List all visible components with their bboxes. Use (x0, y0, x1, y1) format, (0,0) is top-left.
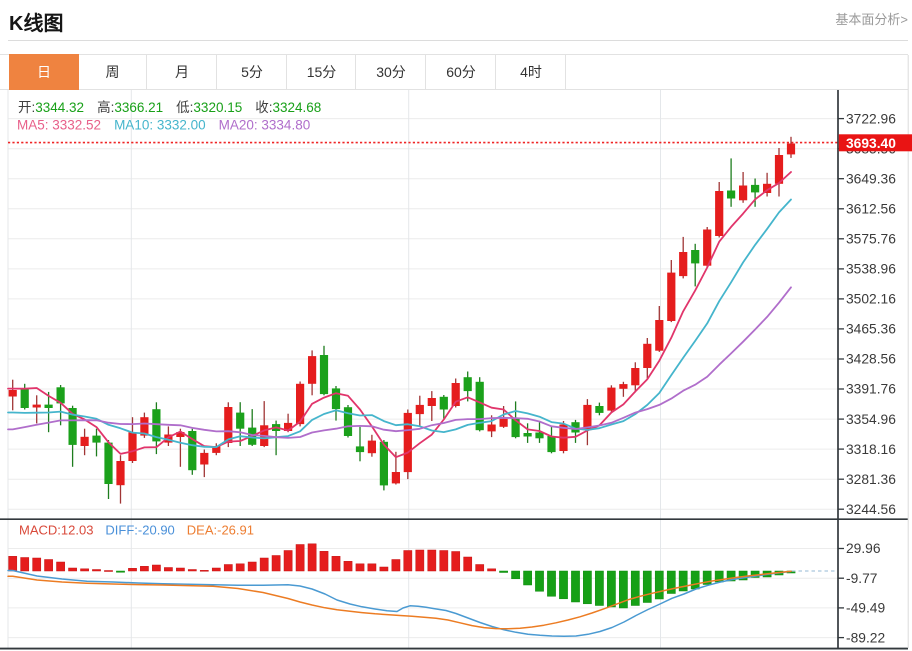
svg-text:3612.56: 3612.56 (846, 201, 896, 216)
svg-text:3649.36: 3649.36 (846, 171, 896, 186)
svg-text:-49.49: -49.49 (846, 601, 885, 616)
svg-text:-89.22: -89.22 (846, 630, 885, 645)
svg-text:3391.76: 3391.76 (846, 382, 896, 397)
svg-text:-9.77: -9.77 (846, 571, 877, 586)
svg-text:3428.56: 3428.56 (846, 352, 896, 367)
svg-text:3281.36: 3281.36 (846, 472, 896, 487)
svg-text:3722.96: 3722.96 (846, 111, 896, 126)
svg-text:3354.96: 3354.96 (846, 412, 896, 427)
svg-text:3318.16: 3318.16 (846, 442, 896, 457)
svg-text:3538.96: 3538.96 (846, 262, 896, 277)
svg-text:开:3344.32高:3366.21低:3320.15收:3: 开:3344.32 高:3366.21 低:3320.15 收:3324.68 (18, 99, 321, 115)
svg-text:3693.40: 3693.40 (846, 136, 896, 151)
svg-text:29.96: 29.96 (846, 541, 881, 556)
svg-text:3465.36: 3465.36 (846, 322, 896, 337)
svg-text:3575.76: 3575.76 (846, 232, 896, 247)
svg-text:3502.16: 3502.16 (846, 292, 896, 307)
svg-text:3244.56: 3244.56 (846, 502, 896, 517)
